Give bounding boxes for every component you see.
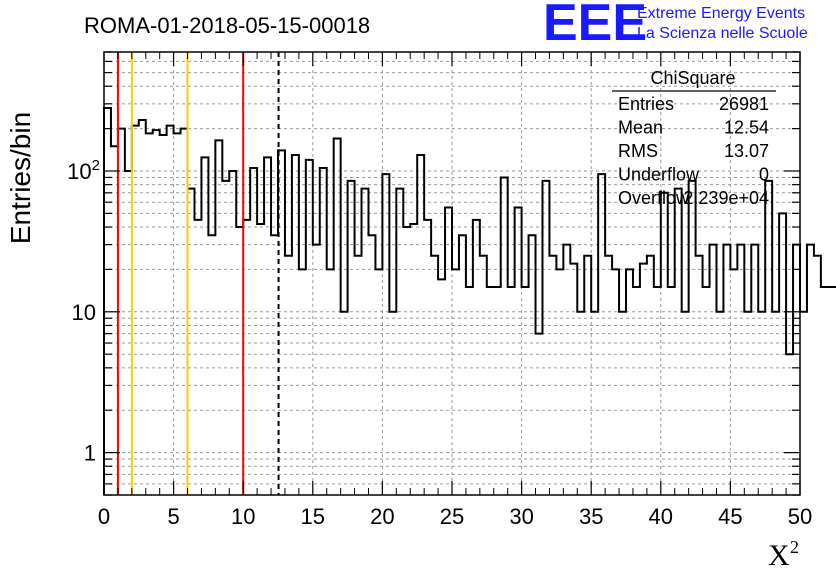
x-axis-label: X 2 [768,537,799,572]
stats-value: 13.07 [724,141,769,161]
x-tick-label: 30 [509,504,533,529]
stats-box: ChiSquare Entries 26981 Mean 12.54 RMS 13.07 U… [612,68,776,208]
x-tick-label: 0 [98,504,110,529]
x-tick-label: 15 [301,504,325,529]
x-axis-label-base: X [768,539,790,572]
x-axis-label-sup: 2 [790,537,799,557]
logo: EEE Extreme Energy Events La Scienza nel… [543,0,808,52]
stats-label: Mean [618,118,663,138]
stats-value: 2.239e+04 [683,188,769,208]
logo-line-1: Extreme Energy Events [637,5,805,22]
reference-lines [116,52,280,495]
x-tick-label: 45 [718,504,742,529]
x-tick-label: 50 [788,504,812,529]
y-tick-label: 10 [72,300,96,325]
stats-label: Entries [618,94,674,114]
x-tick-label: 5 [167,504,179,529]
logo-mark: EEE [543,0,647,52]
axis-ticks: 0 5 10 15 20 25 30 35 40 45 50 1 10 102 [67,51,812,529]
chart-title: ROMA-01-2018-05-15-00018 [84,13,370,38]
logo-line-2: La Scienza nelle Scuole [637,25,808,42]
x-tick-label: 40 [649,504,673,529]
x-tick-label: 10 [231,504,255,529]
x-tick-label: 25 [440,504,464,529]
stats-label: RMS [618,141,658,161]
x-tick-label: 35 [579,504,603,529]
histogram-line [103,107,836,495]
x-tick-label: 20 [370,504,394,529]
histogram [103,107,836,495]
y-tick-label: 102 [67,157,100,184]
y-axis-label: Entries/bin [5,112,36,244]
grid [104,51,800,496]
stats-value: 26981 [719,94,769,114]
stats-value: 12.54 [724,118,769,138]
stats-label: Underflow [618,165,700,185]
stats-label: Overflow [618,188,690,208]
y-tick-label: 1 [84,441,96,466]
stats-title: ChiSquare [650,68,735,88]
stats-value: 0 [759,165,769,185]
